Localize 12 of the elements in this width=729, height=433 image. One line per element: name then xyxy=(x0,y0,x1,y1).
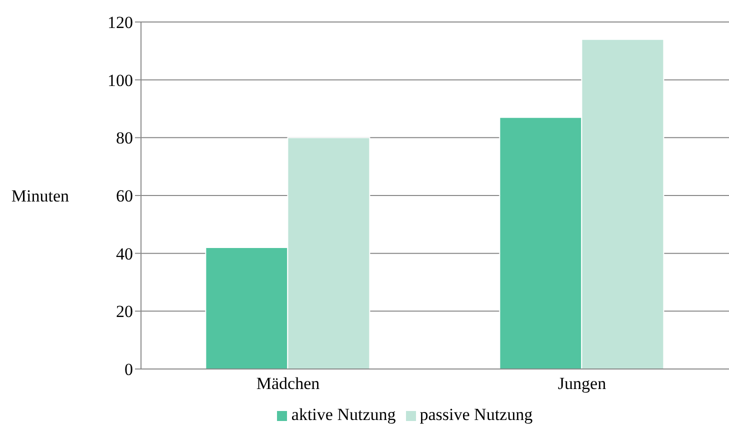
x-tick-label: Jungen xyxy=(558,374,607,394)
y-tick-label: 80 xyxy=(116,128,133,148)
y-tick-label: 120 xyxy=(108,13,133,32)
y-tick-label: 60 xyxy=(116,186,133,206)
y-axis-title: Minuten xyxy=(11,186,70,206)
y-tick-label: 20 xyxy=(116,302,133,322)
legend-label: passive Nutzung xyxy=(420,405,533,424)
y-tick-label: 100 xyxy=(108,70,133,90)
y-tick-label: 40 xyxy=(116,244,133,264)
x-tick-label: Mädchen xyxy=(256,374,320,394)
y-tick-label: 0 xyxy=(124,360,133,380)
legend-label: aktive Nutzung xyxy=(291,405,396,424)
